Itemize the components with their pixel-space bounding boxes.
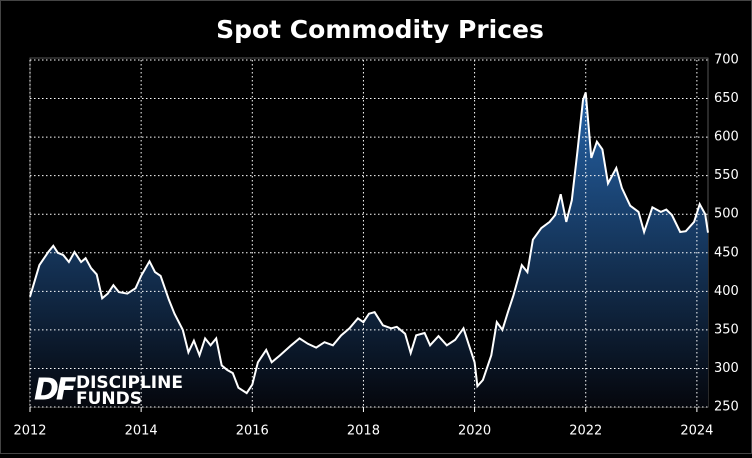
x-tick-label: 2020 [458, 424, 491, 439]
area-line [29, 92, 709, 395]
x-tick-label: 2012 [13, 424, 46, 439]
logo-text: DISCIPLINE [76, 373, 183, 393]
area-fill [30, 92, 708, 408]
x-tick-label: 2024 [680, 424, 713, 439]
chart-title: Spot Commodity Prices [216, 15, 544, 44]
y-tick-label: 400 [714, 284, 739, 299]
y-tick-label: 450 [714, 245, 739, 260]
logo-mark: DF [34, 373, 77, 408]
y-tick-label: 500 [714, 207, 739, 222]
y-tick-label: 250 [714, 400, 739, 415]
logo-text: FUNDS [76, 389, 142, 409]
y-tick-label: 700 [714, 53, 739, 68]
y-tick-label: 350 [714, 322, 739, 337]
y-tick-label: 600 [714, 130, 739, 145]
x-tick-label: 2014 [125, 424, 158, 439]
x-tick-label: 2022 [569, 424, 602, 439]
x-tick-label: 2018 [347, 424, 380, 439]
y-tick-label: 550 [714, 168, 739, 183]
y-tick-label: 650 [714, 91, 739, 106]
y-tick-label: 300 [714, 361, 739, 376]
x-tick-label: 2016 [236, 424, 269, 439]
